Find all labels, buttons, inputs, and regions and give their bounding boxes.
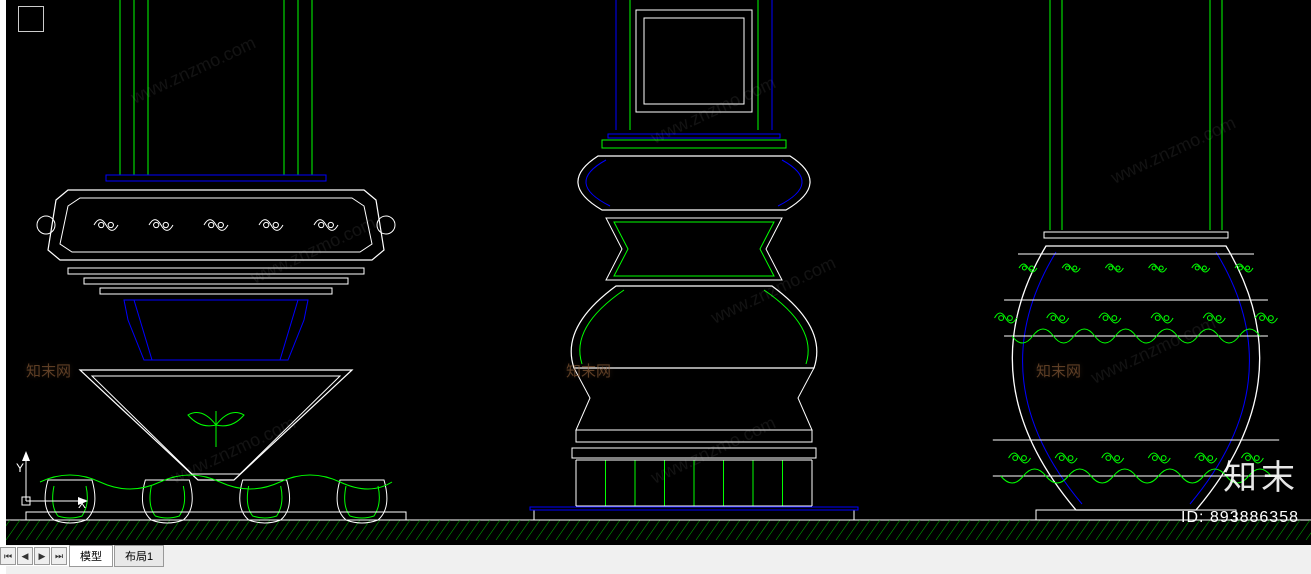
tab-nav-button[interactable]: ⏭ [51, 547, 67, 565]
cad-app: www.znzmo.comwww.znzmo.comwww.znzmo.comw… [0, 0, 1311, 574]
tab-nav-button[interactable]: ⏮ [0, 547, 16, 565]
ucs-icon: Y X [18, 449, 98, 509]
ucs-y-label: Y [16, 461, 24, 475]
asset-id-label: ID: 893886358 [1181, 509, 1299, 527]
layout-tabs: ⏮◀▶⏭ 模型布局1 [0, 546, 164, 566]
model-viewport[interactable]: www.znzmo.comwww.znzmo.comwww.znzmo.comw… [6, 0, 1311, 545]
tab-model[interactable]: 模型 [69, 545, 113, 567]
ucs-x-label: X [78, 497, 86, 511]
cad-drawing [6, 0, 1311, 545]
tab-layout[interactable]: 布局1 [114, 545, 164, 567]
tab-nav-button[interactable]: ◀ [17, 547, 33, 565]
tab-nav-button[interactable]: ▶ [34, 547, 50, 565]
